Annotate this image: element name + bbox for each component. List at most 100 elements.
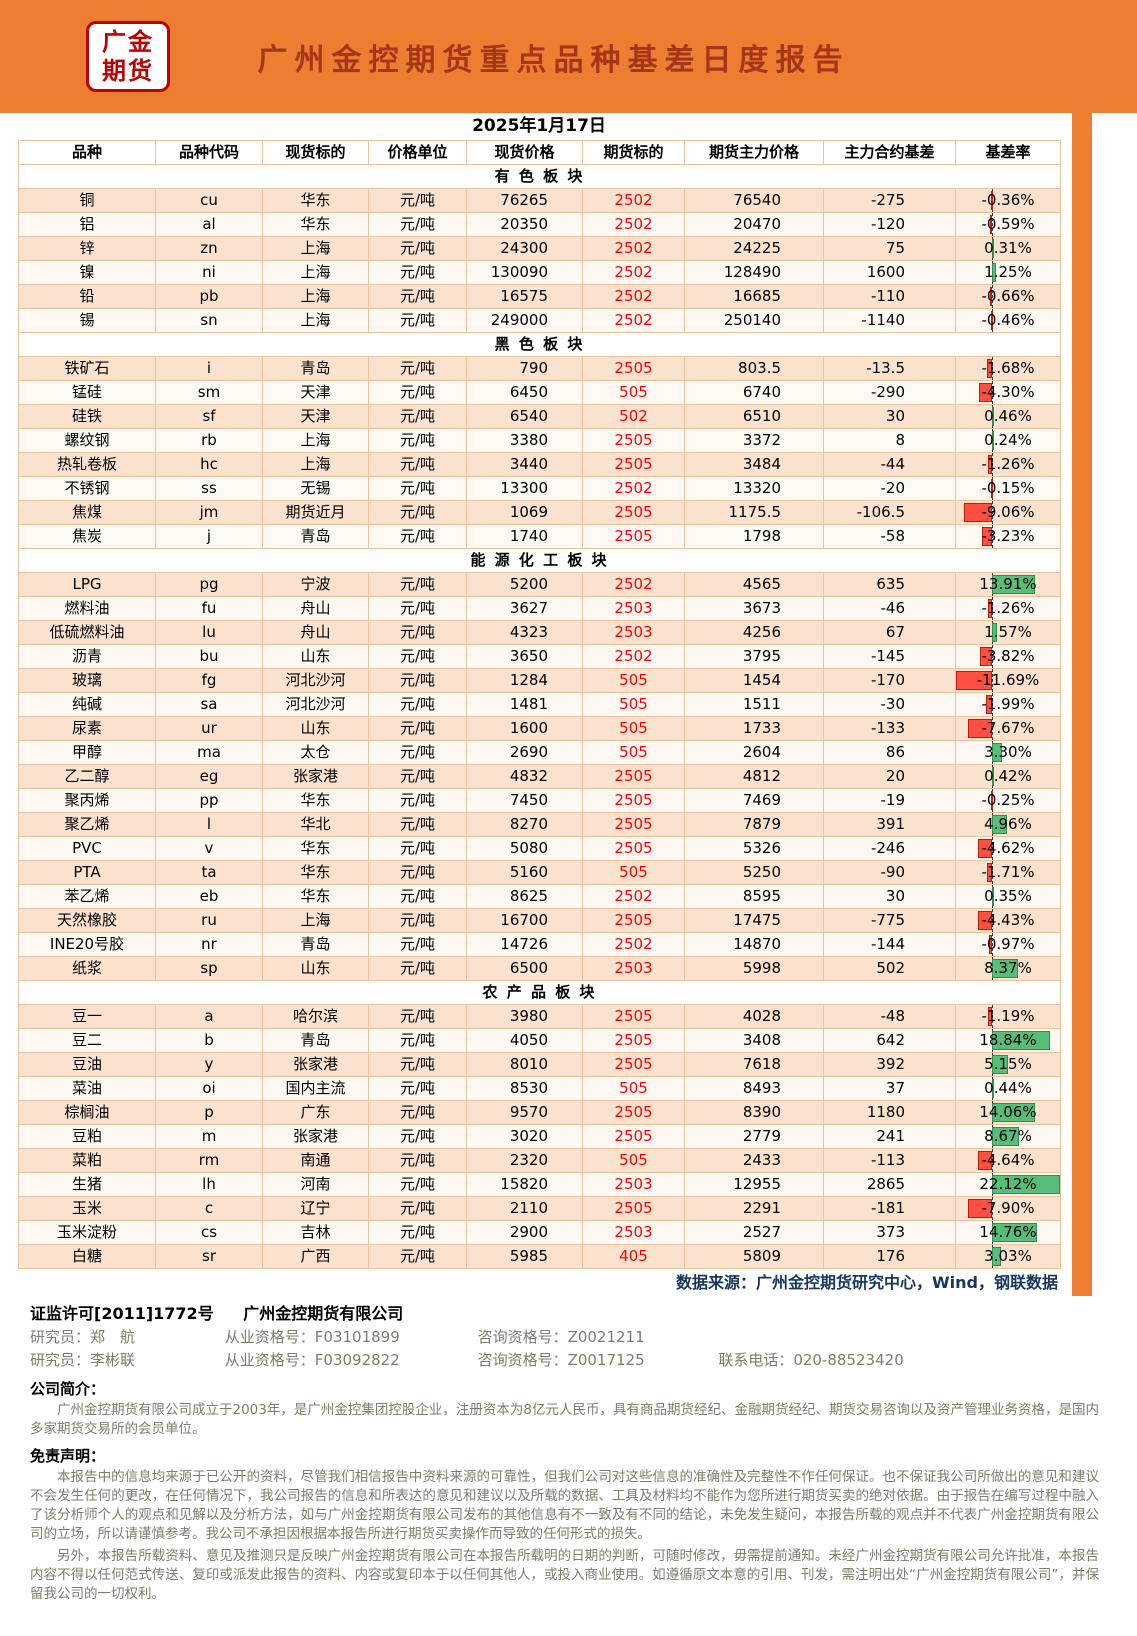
unit-cell: 元/吨 <box>368 740 467 765</box>
futures-price-cell: 8390 <box>684 1100 824 1125</box>
variety-cell: 纸浆 <box>18 956 156 981</box>
variety-cell: 豆一 <box>18 1004 156 1029</box>
researcher-name: 研究员：郑 航 <box>30 1328 136 1346</box>
basis-rate-text: -11.69% <box>976 671 1040 689</box>
unit-cell: 元/吨 <box>368 788 467 813</box>
futures-price-cell: 12955 <box>684 1172 824 1197</box>
variety-cell: PTA <box>18 860 156 885</box>
basis-rate-text: -0.15% <box>981 479 1035 497</box>
unit-cell: 元/吨 <box>368 644 467 669</box>
variety-cell: 菜粕 <box>18 1148 156 1173</box>
variety-cell: 螺纹钢 <box>18 428 156 453</box>
unit-cell: 元/吨 <box>368 1244 467 1269</box>
variety-cell: 镍 <box>18 260 156 285</box>
basis-cell: 373 <box>823 1220 956 1245</box>
positive-basis-bar <box>991 815 1008 834</box>
positive-basis-bar <box>991 1127 1019 1146</box>
spot-target-cell: 华东 <box>262 788 369 813</box>
databar-axis <box>991 1149 993 1172</box>
basis-rate-cell: -0.97% <box>955 932 1061 957</box>
positive-basis-bar <box>991 1079 994 1098</box>
unit-cell: 元/吨 <box>368 1124 467 1149</box>
spot-price-cell: 2320 <box>466 1148 583 1173</box>
futures-price-cell: 14870 <box>684 932 824 957</box>
code-cell: m <box>155 1124 263 1149</box>
basis-cell: 30 <box>823 404 956 429</box>
spot-price-cell: 249000 <box>466 308 583 333</box>
futures-price-cell: 3484 <box>684 452 824 477</box>
contract-cell: 2502 <box>582 932 685 957</box>
table-row: PVC v 华东 元/吨 5080 2505 5326 -246 -4.62% <box>18 836 1061 861</box>
spot-price-cell: 6540 <box>466 404 583 429</box>
positive-basis-bar <box>991 431 994 450</box>
spot-target-cell: 期货近月 <box>262 500 369 525</box>
spot-target-cell: 华东 <box>262 884 369 909</box>
spot-price-cell: 6450 <box>466 380 583 405</box>
table-row: 棕榈油 p 广东 元/吨 9570 2505 8390 1180 14.06% <box>18 1100 1061 1125</box>
contract-cell: 2505 <box>582 452 685 477</box>
futures-price-cell: 7469 <box>684 788 824 813</box>
unit-cell: 元/吨 <box>368 572 467 597</box>
spot-target-cell: 上海 <box>262 452 369 477</box>
basis-rate-cell: -1.68% <box>955 356 1061 381</box>
table-row: 焦煤 jm 期货近月 元/吨 1069 2505 1175.5 -106.5 -9.06% <box>18 500 1061 525</box>
positive-basis-bar <box>991 1055 1008 1074</box>
section-header-row: 有 色 板 块 <box>18 164 1061 189</box>
variety-cell: INE20号胶 <box>18 932 156 957</box>
code-cell: cu <box>155 188 263 213</box>
basis-cell: -110 <box>823 284 956 309</box>
code-cell: lh <box>155 1172 263 1197</box>
contract-cell: 2505 <box>582 812 685 837</box>
basis-cell: 8 <box>823 428 956 453</box>
code-cell: b <box>155 1028 263 1053</box>
variety-cell: 天然橡胶 <box>18 908 156 933</box>
spot-target-cell: 上海 <box>262 284 369 309</box>
table-row: 锌 zn 上海 元/吨 24300 2502 24225 75 0.31% <box>18 236 1061 261</box>
unit-cell: 元/吨 <box>368 284 467 309</box>
basis-rate-cell: 1.57% <box>955 620 1061 645</box>
negative-basis-bar <box>986 359 992 378</box>
page-header: 广金 期货 广州金控期货重点品种基差日度报告 <box>0 0 1137 113</box>
basis-rate-cell: 14.06% <box>955 1100 1061 1125</box>
futures-price-cell: 128490 <box>684 260 824 285</box>
spot-target-cell: 华东 <box>262 836 369 861</box>
futures-price-cell: 20470 <box>684 212 824 237</box>
variety-cell: 低硫燃料油 <box>18 620 156 645</box>
databar-axis <box>991 213 993 236</box>
spot-target-cell: 哈尔滨 <box>262 1004 369 1029</box>
code-cell: pp <box>155 788 263 813</box>
negative-basis-bar <box>978 911 992 930</box>
section-header-row: 农 产 品 板 块 <box>18 980 1061 1005</box>
futures-price-cell: 2291 <box>684 1196 824 1221</box>
databar-axis <box>991 453 993 476</box>
negative-basis-bar <box>991 791 994 810</box>
futures-price-cell: 4256 <box>684 620 824 645</box>
unit-cell: 元/吨 <box>368 956 467 981</box>
table-row: INE20号胶 nr 青岛 元/吨 14726 2502 14870 -144 -0.97% <box>18 932 1061 957</box>
futures-price-cell: 4565 <box>684 572 824 597</box>
positive-basis-bar <box>991 623 997 642</box>
code-cell: ta <box>155 860 263 885</box>
spot-target-cell: 青岛 <box>262 356 369 381</box>
contract-cell: 2502 <box>582 260 685 285</box>
code-cell: ni <box>155 260 263 285</box>
futures-price-cell: 7618 <box>684 1052 824 1077</box>
researcher-line: 研究员：郑 航 从业资格号：F03101899 咨询资格号：Z0021211 <box>30 1326 1099 1349</box>
basis-rate-cell: 5.15% <box>955 1052 1061 1077</box>
basis-rate-cell: -0.66% <box>955 284 1061 309</box>
spot-target-cell: 辽宁 <box>262 1196 369 1221</box>
futures-price-cell: 1798 <box>684 524 824 549</box>
variety-cell: 铅 <box>18 284 156 309</box>
basis-rate-text: 3.03% <box>984 1247 1032 1265</box>
column-header-futures-price: 期货主力价格 <box>684 140 824 165</box>
basis-rate-text: 0.44% <box>984 1079 1032 1097</box>
contract-cell: 505 <box>582 692 685 717</box>
futures-price-cell: 6740 <box>684 380 824 405</box>
databar-axis <box>991 717 993 740</box>
code-cell: rb <box>155 428 263 453</box>
variety-cell: 甲醇 <box>18 740 156 765</box>
unit-cell: 元/吨 <box>368 716 467 741</box>
spot-price-cell: 24300 <box>466 236 583 261</box>
table-row: 不锈钢 ss 无锡 元/吨 13300 2502 13320 -20 -0.15% <box>18 476 1061 501</box>
table-row: 沥青 bu 山东 元/吨 3650 2502 3795 -145 -3.82% <box>18 644 1061 669</box>
